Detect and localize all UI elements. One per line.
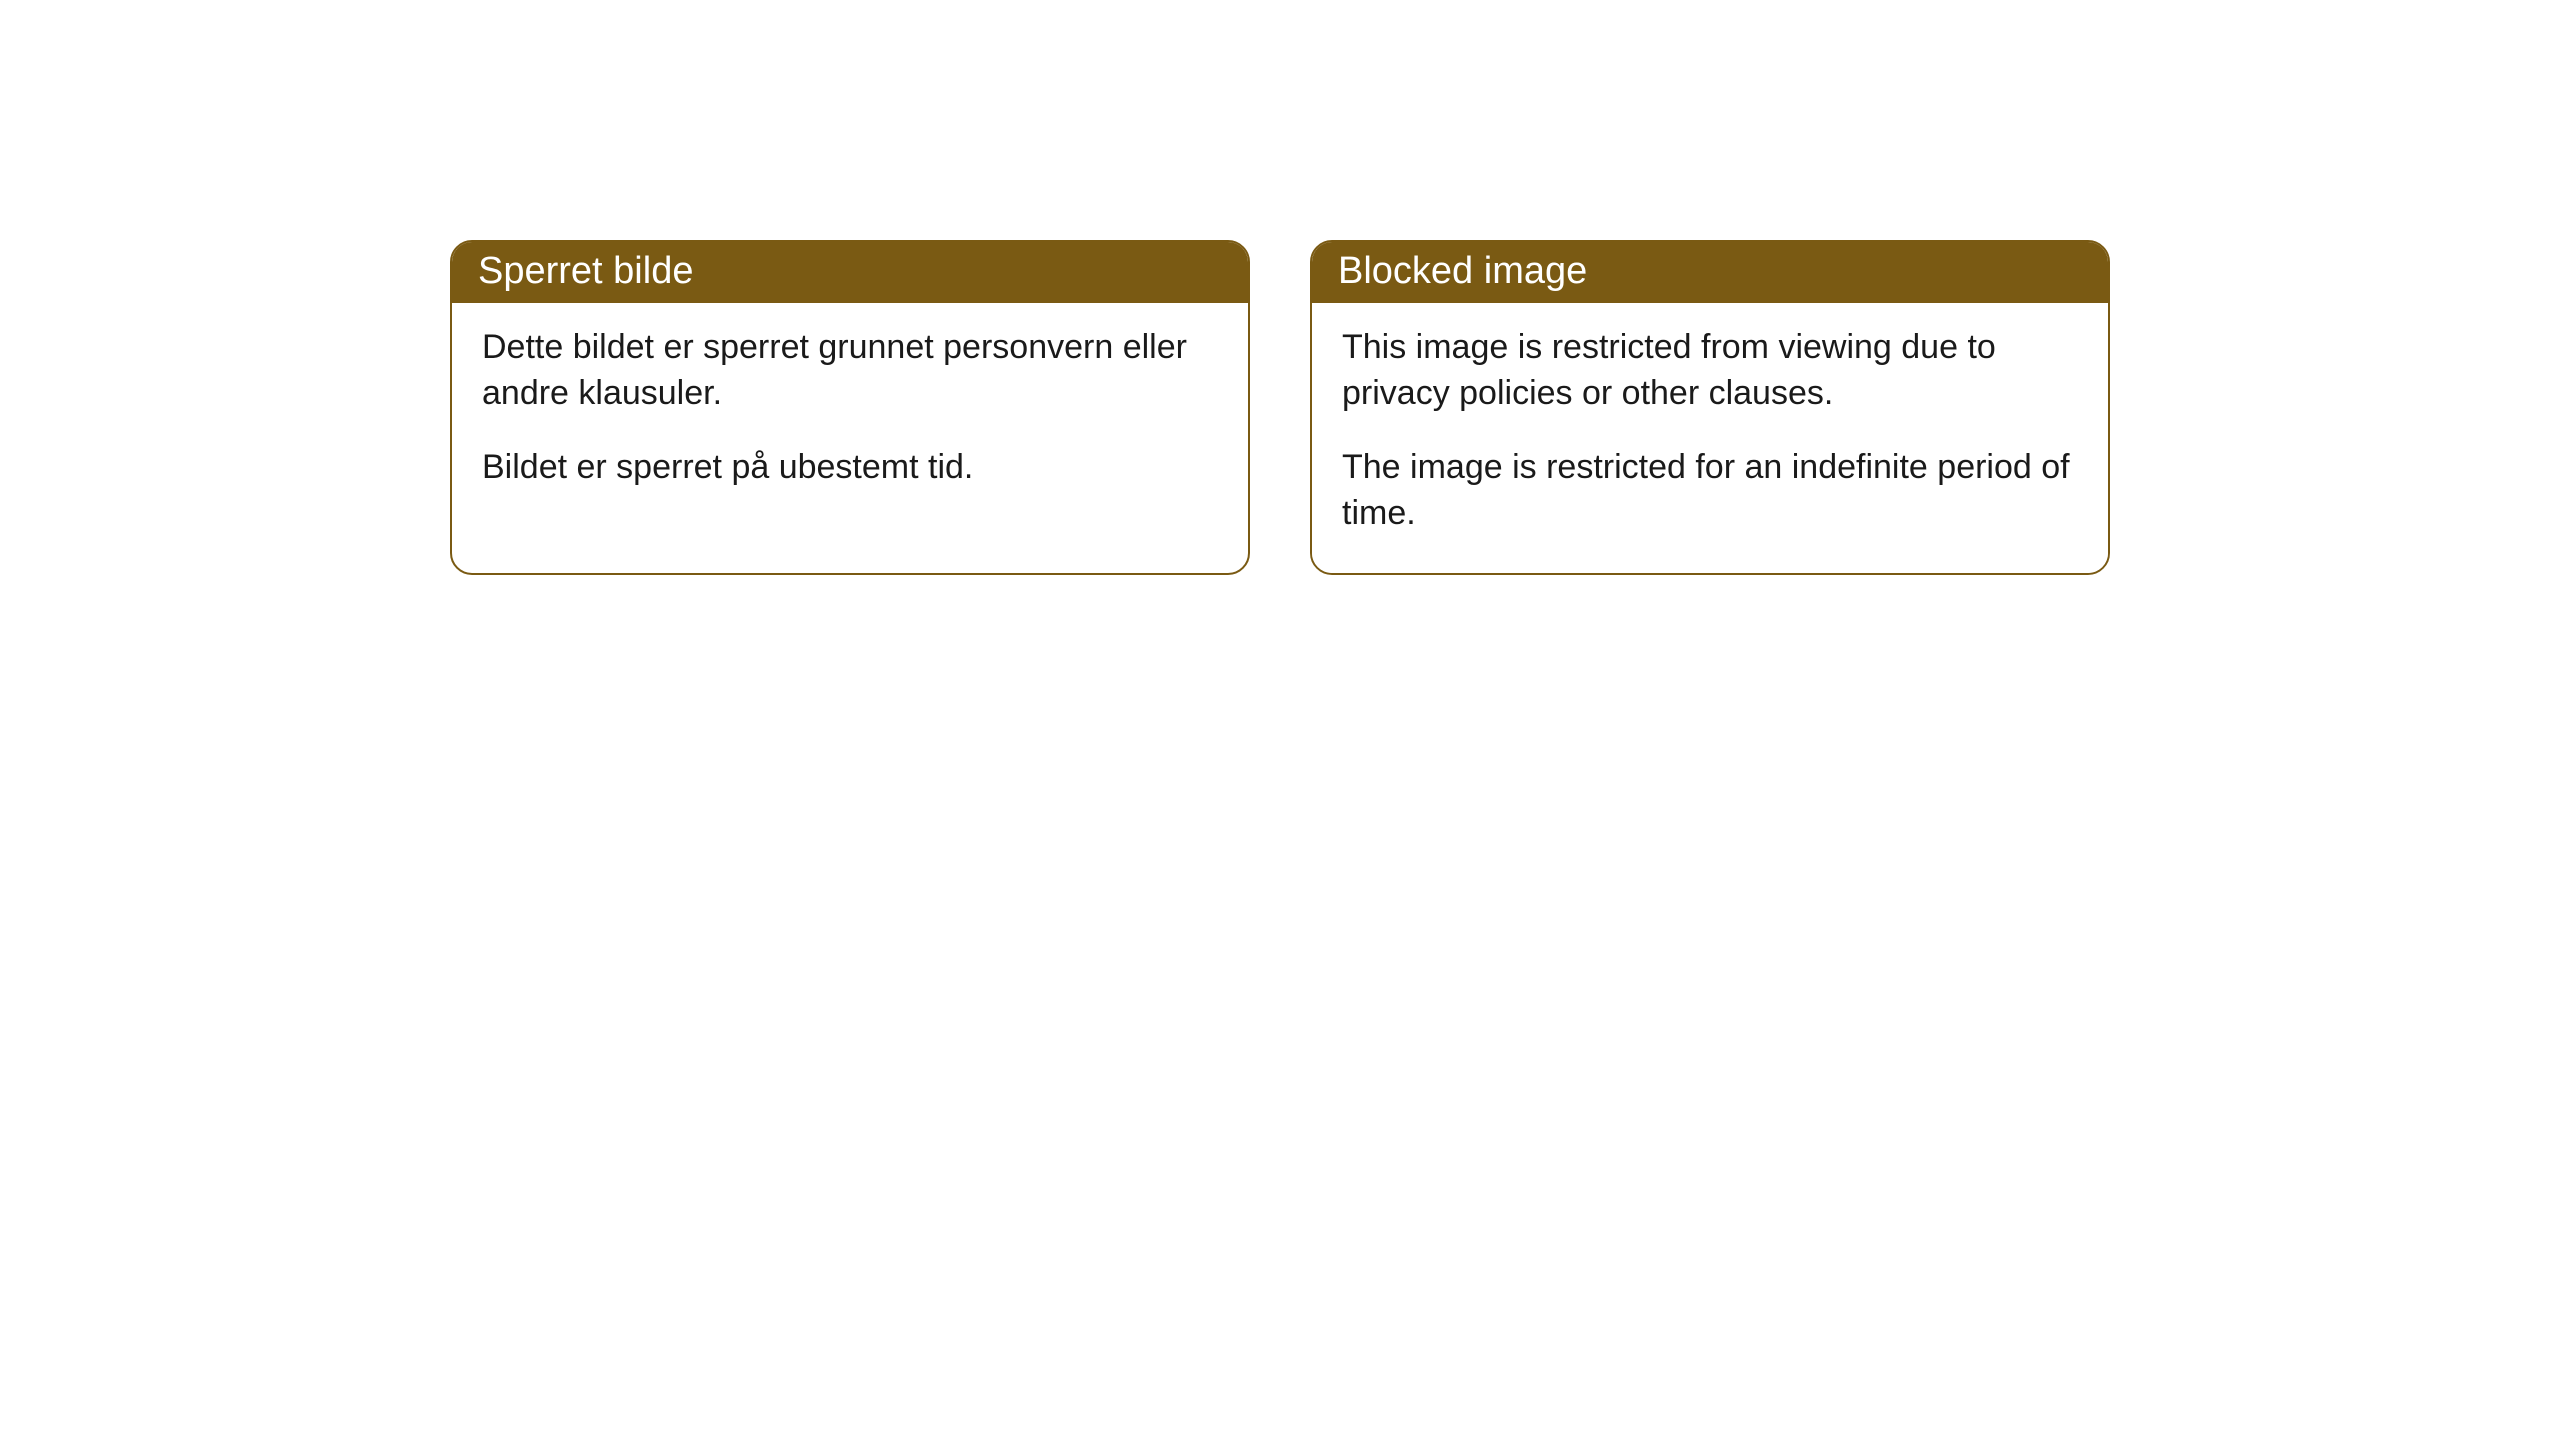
notice-card-english: Blocked image This image is restricted f… [1310,240,2110,575]
notice-card-body: Dette bildet er sperret grunnet personve… [452,303,1248,527]
notice-card-header: Blocked image [1312,242,2108,303]
notice-paragraph: The image is restricted for an indefinit… [1342,445,2078,537]
notice-card-norwegian: Sperret bilde Dette bildet er sperret gr… [450,240,1250,575]
notice-paragraph: Bildet er sperret på ubestemt tid. [482,445,1218,491]
notice-paragraph: This image is restricted from viewing du… [1342,325,2078,417]
notice-container: Sperret bilde Dette bildet er sperret gr… [450,240,2560,575]
notice-card-body: This image is restricted from viewing du… [1312,303,2108,573]
notice-paragraph: Dette bildet er sperret grunnet personve… [482,325,1218,417]
notice-card-header: Sperret bilde [452,242,1248,303]
